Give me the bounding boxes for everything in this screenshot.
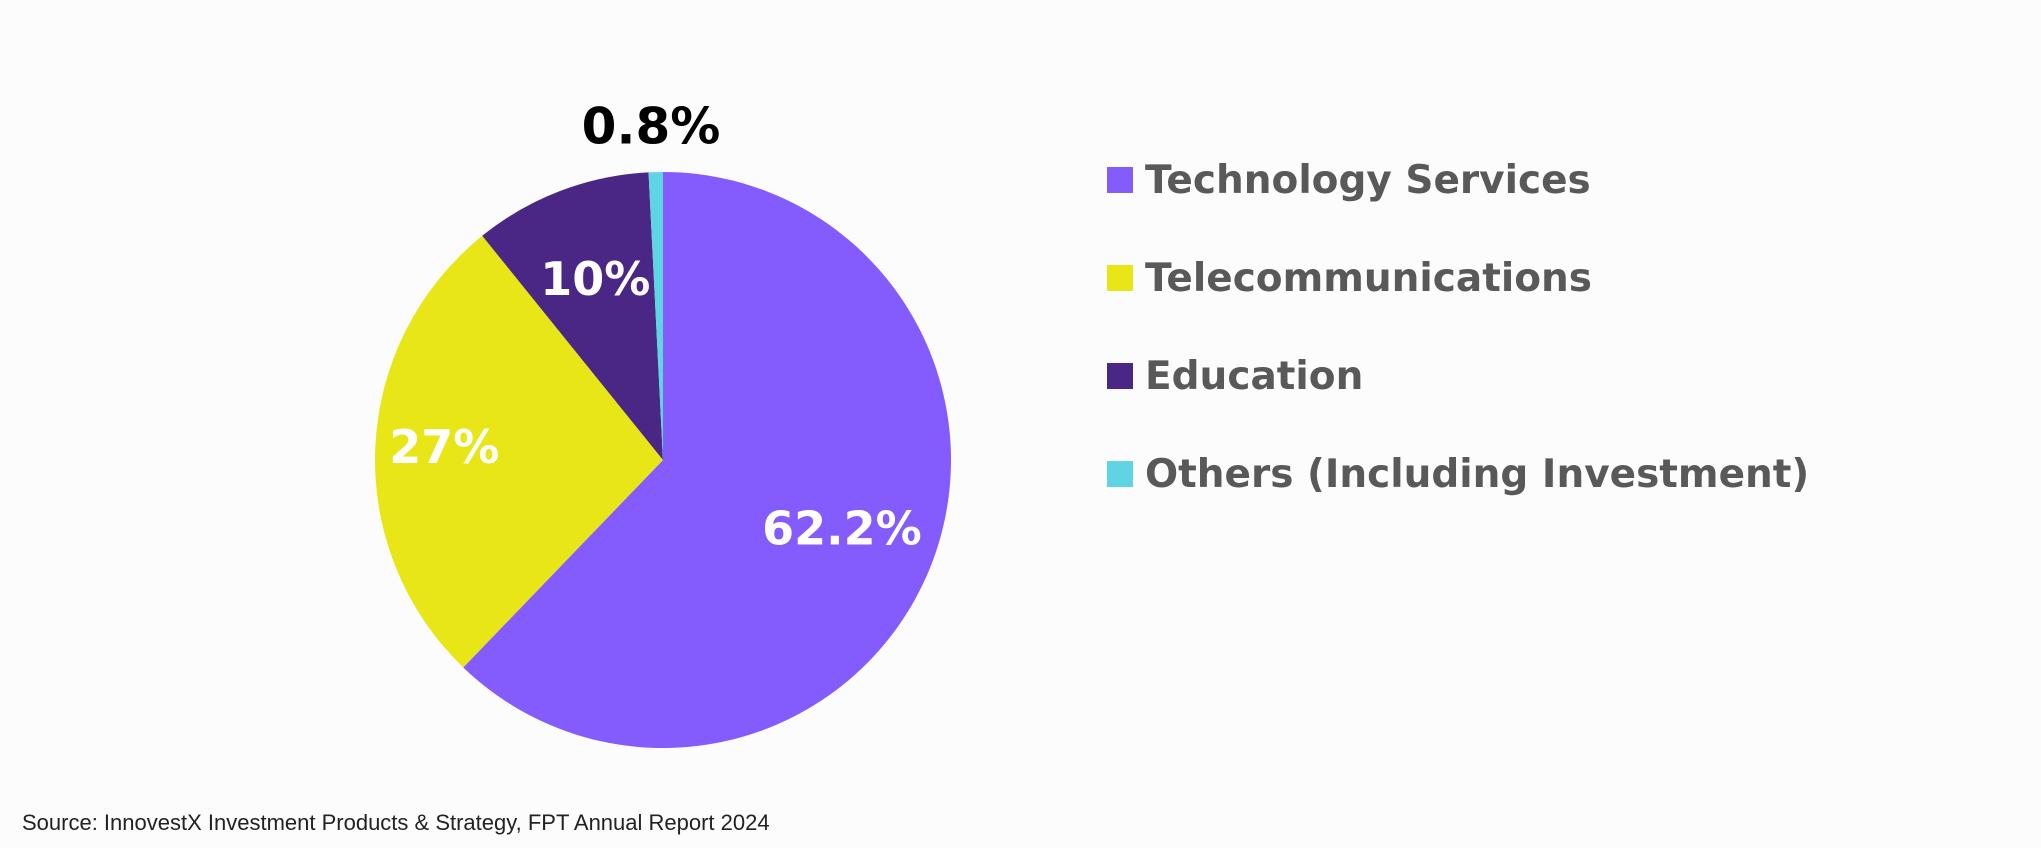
data-label-education: 10% bbox=[540, 252, 650, 306]
pie-slice-technology-services bbox=[463, 172, 951, 748]
legend-label: Technology Services bbox=[1145, 157, 1591, 203]
legend-label: Others (Including Investment) bbox=[1145, 451, 1810, 497]
legend-swatch bbox=[1107, 461, 1133, 487]
legend-label: Education bbox=[1145, 353, 1364, 399]
legend-item-others-including-investment: Others (Including Investment) bbox=[1107, 446, 2007, 502]
legend: Technology Services Telecommunications Edu… bbox=[1107, 152, 2007, 544]
data-label-telecommunications: 27% bbox=[389, 420, 499, 474]
legend-label: Telecommunications bbox=[1145, 255, 1592, 301]
data-label-technology-services: 62.2% bbox=[762, 502, 922, 556]
legend-swatch bbox=[1107, 363, 1133, 389]
pie-slice-education bbox=[482, 172, 663, 460]
pie-slice-telecommunications bbox=[374, 235, 663, 668]
legend-item-telecommunications: Telecommunications bbox=[1107, 250, 2007, 306]
legend-swatch bbox=[1107, 167, 1133, 193]
legend-swatch bbox=[1107, 265, 1133, 291]
source-note: Source: InnovestX Investment Products & … bbox=[22, 810, 770, 835]
legend-item-technology-services: Technology Services bbox=[1107, 152, 2007, 208]
pie-slice-others-including-investment bbox=[648, 172, 663, 460]
data-label-others-including-investment: 0.8% bbox=[582, 98, 721, 156]
legend-item-education: Education bbox=[1107, 348, 2007, 404]
